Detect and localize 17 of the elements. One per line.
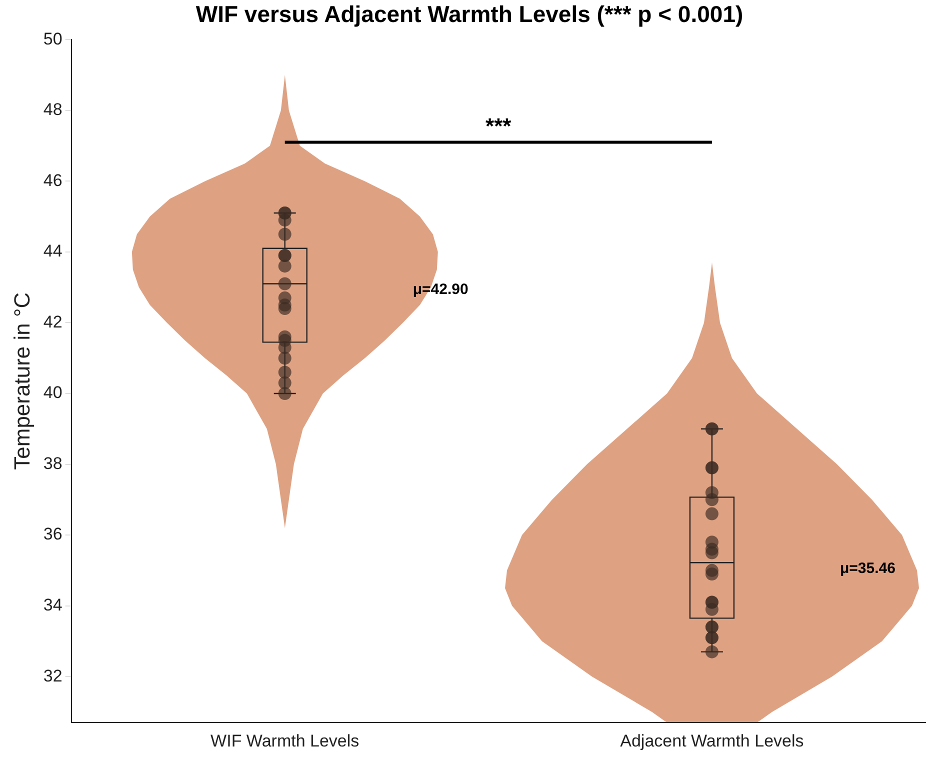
y-tick-label: 34 [43, 596, 62, 615]
x-tick-label: Adjacent Warmth Levels [620, 731, 804, 750]
y-tick-label: 38 [43, 454, 62, 473]
annotation: *** [486, 113, 512, 138]
y-axis-title: Temperature in °C [9, 292, 34, 470]
annotation: μ=35.46 [840, 560, 896, 577]
y-tick-label: 48 [43, 100, 62, 120]
y-tick-label: 32 [43, 666, 62, 686]
y-tick-label: 36 [43, 524, 62, 544]
chart-title: WIF versus Adjacent Warmth Levels (*** p < 0.001) [196, 1, 744, 28]
x-tick-label: WIF Warmth Levels [210, 731, 360, 750]
y-tick-label: 46 [43, 170, 62, 190]
y-tick-label: 42 [43, 312, 62, 332]
annotation: μ=42.90 [412, 280, 468, 298]
y-tick-label: 44 [43, 242, 62, 261]
y-tick-label: 40 [43, 383, 62, 402]
y-tick-label: 50 [43, 29, 62, 48]
